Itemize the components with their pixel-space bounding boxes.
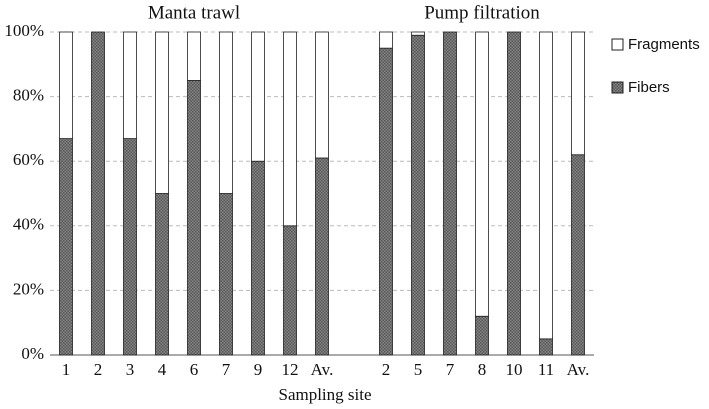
bar-hatch bbox=[571, 154, 585, 355]
bar-segment bbox=[123, 31, 137, 139]
legend-label: Fragments bbox=[628, 36, 700, 53]
y-tick-label: 0% bbox=[21, 344, 44, 363]
group-label: Pump filtration bbox=[424, 2, 540, 23]
bar-hatch bbox=[379, 48, 393, 356]
bar-segment bbox=[251, 31, 265, 162]
x-tick-label: 8 bbox=[478, 360, 487, 379]
x-tick-label: 2 bbox=[94, 360, 103, 379]
bar-hatch bbox=[283, 225, 297, 355]
legend-label: Fibers bbox=[628, 79, 670, 96]
bar-hatch bbox=[539, 338, 553, 355]
x-tick-label: Av. bbox=[567, 360, 590, 379]
bar-hatch bbox=[411, 35, 425, 355]
x-tick-label: 12 bbox=[282, 360, 299, 379]
x-axis-label: Sampling site bbox=[278, 385, 371, 404]
x-tick-label: 7 bbox=[222, 360, 231, 379]
bar-segment bbox=[411, 31, 425, 36]
bar-hatch bbox=[91, 32, 105, 355]
x-tick-label: 5 bbox=[414, 360, 423, 379]
bar-hatch bbox=[59, 138, 73, 355]
bar-hatch bbox=[219, 193, 233, 355]
legend-hatch bbox=[612, 82, 623, 93]
bar-hatch bbox=[507, 32, 521, 355]
x-tick-label: 6 bbox=[190, 360, 199, 379]
bar-hatch bbox=[123, 138, 137, 355]
bar-segment bbox=[539, 31, 553, 340]
bar-segment bbox=[315, 31, 329, 159]
x-tick-label: 10 bbox=[506, 360, 523, 379]
x-tick-label: Av. bbox=[311, 360, 334, 379]
bar-segment bbox=[219, 31, 233, 194]
x-tick-label: 2 bbox=[382, 360, 391, 379]
y-tick-label: 40% bbox=[13, 215, 44, 234]
x-tick-label: 3 bbox=[126, 360, 135, 379]
y-tick-label: 80% bbox=[13, 86, 44, 105]
y-tick-label: 20% bbox=[13, 279, 44, 298]
x-tick-label: 1 bbox=[62, 360, 71, 379]
bar-segment bbox=[571, 31, 585, 156]
y-tick-label: 100% bbox=[4, 21, 44, 40]
x-tick-label: 9 bbox=[254, 360, 263, 379]
bar-hatch bbox=[187, 80, 201, 355]
legend-swatch bbox=[611, 38, 624, 51]
bar-hatch bbox=[475, 316, 489, 355]
group-label: Manta trawl bbox=[148, 2, 240, 23]
bar-segment bbox=[155, 31, 169, 194]
bar-hatch bbox=[155, 193, 169, 355]
bar-segment bbox=[475, 31, 489, 317]
bar-segment bbox=[379, 31, 393, 49]
bar-segment bbox=[187, 31, 201, 81]
bar-hatch bbox=[315, 157, 329, 355]
bar-hatch bbox=[443, 32, 457, 355]
bar-segment bbox=[283, 31, 297, 227]
x-tick-label: 7 bbox=[446, 360, 455, 379]
x-tick-label: 4 bbox=[158, 360, 167, 379]
bar-segment bbox=[59, 31, 73, 139]
x-tick-label: 11 bbox=[538, 360, 554, 379]
y-tick-label: 60% bbox=[13, 150, 44, 169]
bar-hatch bbox=[251, 161, 265, 355]
